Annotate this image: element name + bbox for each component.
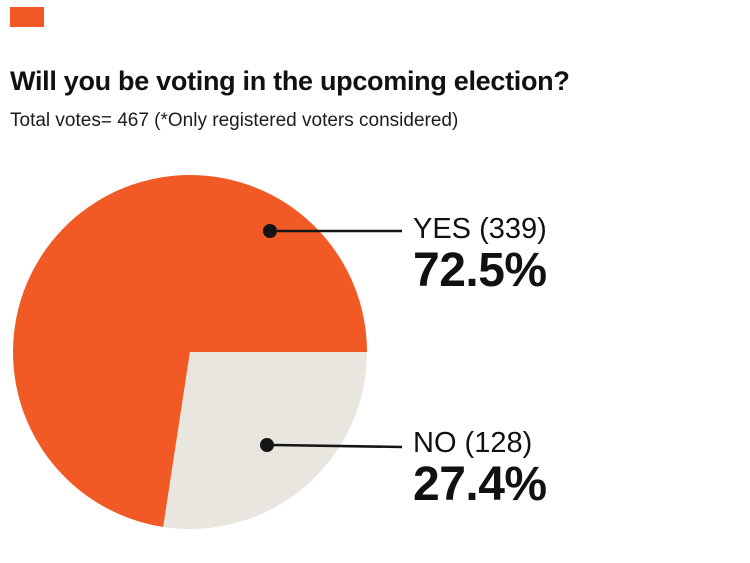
pie-slices — [13, 174, 368, 529]
pie-slice-yes — [13, 174, 368, 527]
no-callout-line — [273, 443, 403, 449]
page-title: Will you be voting in the upcoming elect… — [10, 66, 570, 96]
no-percent-text: 27.4% — [413, 457, 547, 511]
callouts — [260, 224, 403, 452]
no-callout-dot — [260, 438, 274, 452]
page-subtitle: Total votes= 467 (*Only registered voter… — [10, 110, 459, 131]
yes-label-text: YES (339) — [413, 213, 547, 245]
yes-callout-dot — [263, 224, 277, 238]
brand-mark — [10, 7, 44, 27]
no-callout-label: NO (128) 27.4% — [413, 427, 547, 511]
no-label-text: NO (128) — [413, 427, 533, 459]
yes-percent-text: 72.5% — [413, 243, 547, 297]
yes-callout-label: YES (339) 72.5% — [413, 213, 547, 297]
